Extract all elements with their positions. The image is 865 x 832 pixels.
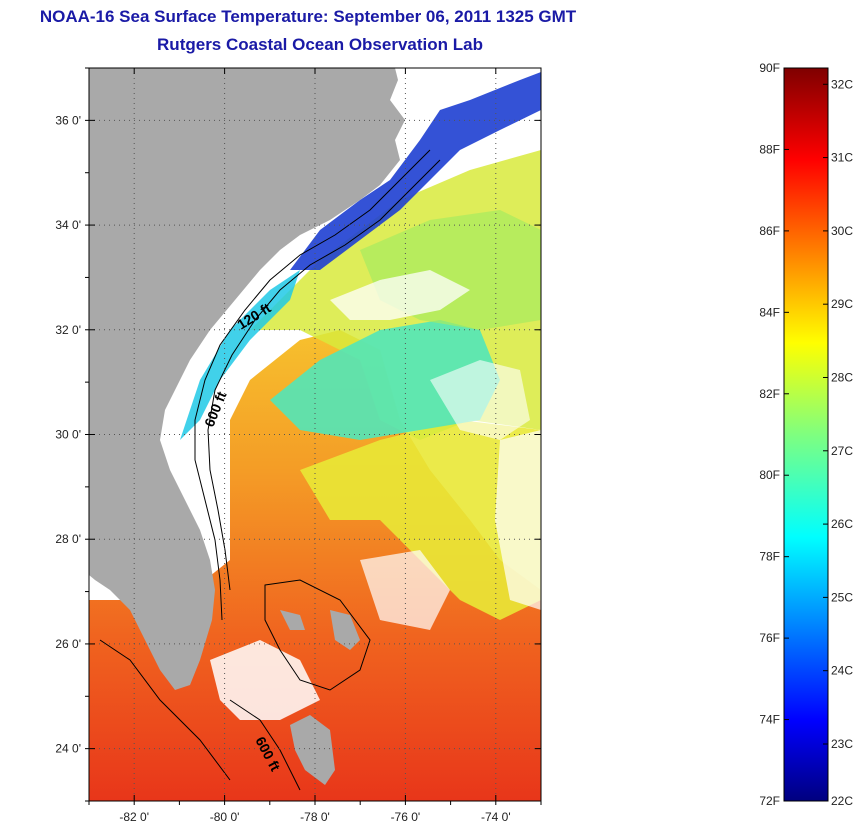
colorbar-label-c: 31C bbox=[831, 151, 853, 165]
colorbar-label-f: 86F bbox=[759, 224, 780, 238]
coastal-cold-band-2 bbox=[180, 270, 300, 440]
land-bahamas bbox=[280, 610, 305, 630]
colorbar-label-f: 72F bbox=[759, 794, 780, 808]
colorbar-label-c: 22C bbox=[831, 794, 853, 808]
colorbar-label-f: 88F bbox=[759, 142, 780, 156]
colorbar-label-c: 28C bbox=[831, 370, 853, 384]
lon-tick-label: -82 0' bbox=[119, 810, 149, 824]
colorbar-label-c: 23C bbox=[831, 737, 853, 751]
lat-tick-label: 28 0' bbox=[55, 532, 81, 546]
lat-tick-label: 24 0' bbox=[55, 742, 81, 756]
colorbar-label-f: 80F bbox=[759, 468, 780, 482]
lon-tick-label: -74 0' bbox=[481, 810, 511, 824]
colorbar-label-c: 29C bbox=[831, 297, 853, 311]
land-bahamas bbox=[330, 610, 360, 650]
land-mainland bbox=[89, 68, 405, 690]
isobath-120ft bbox=[194, 149, 431, 621]
isobath-bahamas bbox=[264, 579, 371, 691]
coastal-cold-band bbox=[290, 72, 541, 270]
lat-tick-label: 30 0' bbox=[55, 428, 81, 442]
lon-tick-label: -80 0' bbox=[210, 810, 240, 824]
colorbar-label-f: 82F bbox=[759, 387, 780, 401]
colorbar-label-c: 30C bbox=[831, 224, 853, 238]
colorbar-labels: 90F 88F 86F 84F 82F 80F 78F 76F 74F 72F 32C 31C 30C 2… bbox=[759, 61, 853, 808]
isobath-south bbox=[99, 639, 301, 791]
colorbar-label-c: 32C bbox=[831, 77, 853, 91]
land-cuba bbox=[290, 715, 335, 785]
yellow-water-region bbox=[300, 420, 541, 620]
colorbar-label-c: 26C bbox=[831, 517, 853, 531]
cloud-patch bbox=[430, 360, 530, 440]
lat-tick-label: 26 0' bbox=[55, 637, 81, 651]
colorbar-label-f: 84F bbox=[759, 305, 780, 319]
land-bahamas bbox=[180, 595, 192, 610]
colorbar-gradient bbox=[783, 67, 829, 802]
sst-map: 120 ft 600 ft 600 ft -82 0' -80 0' -78 0' -… bbox=[55, 67, 542, 824]
axis-ticks: -82 0' -80 0' -78 0' -76 0' -74 0' 24 0' 26 0'… bbox=[55, 67, 542, 824]
colorbar-label-c: 27C bbox=[831, 444, 853, 458]
lat-tick-label: 34 0' bbox=[55, 218, 81, 232]
cloud-patch bbox=[210, 640, 320, 720]
chart-title: NOAA-16 Sea Surface Temperature: Septemb… bbox=[39, 7, 577, 26]
cyan-water-region bbox=[270, 320, 500, 440]
lon-tick-label: -78 0' bbox=[300, 810, 330, 824]
cloud-patch bbox=[360, 550, 450, 630]
colorbar-label-f: 90F bbox=[759, 61, 780, 75]
lat-tick-label: 36 0' bbox=[55, 113, 81, 127]
chart-subtitle: Rutgers Coastal Ocean Observation Lab bbox=[157, 35, 483, 54]
isobath-600ft bbox=[207, 159, 441, 591]
colorbar-label-f: 74F bbox=[759, 713, 780, 727]
lat-tick-label: 32 0' bbox=[55, 323, 81, 337]
colorbar-label-c: 25C bbox=[831, 590, 853, 604]
lon-tick-label: -76 0' bbox=[391, 810, 421, 824]
cloud-patch bbox=[495, 430, 541, 610]
gridlines bbox=[89, 68, 541, 801]
colorbar-label-f: 78F bbox=[759, 550, 780, 564]
colorbar-label-f: 76F bbox=[759, 631, 780, 645]
warm-water-region bbox=[89, 330, 541, 801]
cloud-patch bbox=[330, 270, 470, 320]
colorbar-label-c: 24C bbox=[831, 664, 853, 678]
